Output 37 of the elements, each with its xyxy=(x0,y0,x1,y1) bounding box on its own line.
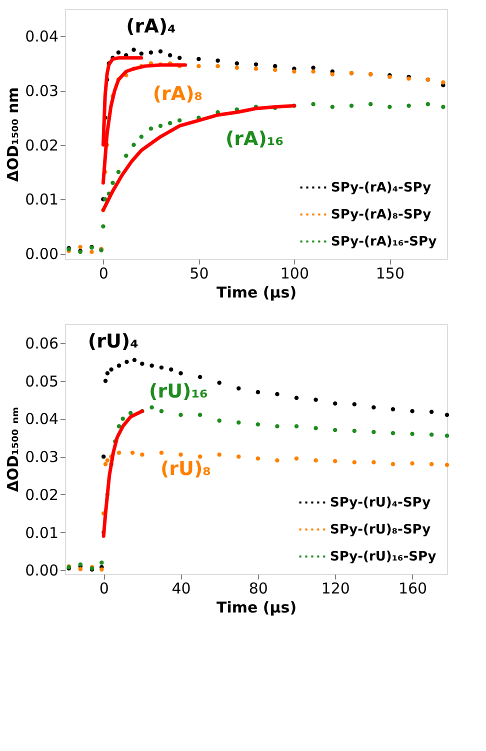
annotation: (rA)₄ xyxy=(126,16,176,38)
legend-label: SPy-(rA)₄-SPy xyxy=(331,180,432,196)
x-axis-title: Time (μs) xyxy=(216,284,297,302)
annotation: (rA)₈ xyxy=(152,83,203,105)
x-tick-label: 160 xyxy=(398,580,428,598)
y-tick-label: 0.04 xyxy=(25,28,58,46)
y-tick-label: 0.02 xyxy=(25,136,58,154)
legend-label: SPy-(rU)₁₆-SPy xyxy=(330,550,437,564)
x-tick-label: 50 xyxy=(190,264,209,282)
y-tick-label: 0.05 xyxy=(25,372,58,390)
annotation: (rU)₈ xyxy=(160,458,211,480)
y-tick-label: 0.03 xyxy=(25,448,58,466)
y-axis-title: ΔOD₁₅₀₀ nm xyxy=(4,87,22,182)
x-tick-label: 80 xyxy=(248,580,268,598)
legend-label: SPy-(rA)₁₆-SPy xyxy=(331,234,438,250)
legend-label: SPy-(rU)₄-SPy xyxy=(330,496,432,510)
annotation: (rU)₁₆ xyxy=(149,380,208,402)
y-tick-label: 0.00 xyxy=(25,562,58,580)
legend-label: SPy-(rA)₈-SPy xyxy=(331,208,432,222)
y-tick-label: 0.02 xyxy=(25,486,58,504)
x-tick-label: 150 xyxy=(376,264,405,282)
y-tick-label: 0.04 xyxy=(25,410,58,428)
x-tick-label: 100 xyxy=(280,264,310,282)
y-tick-label: 0.01 xyxy=(25,190,58,209)
x-axis-title: Time (μs) xyxy=(216,598,297,616)
x-tick-label: 0 xyxy=(98,264,108,282)
annotation: (rA)₁₆ xyxy=(225,128,284,150)
legend-label: SPy-(rU)₈-SPy xyxy=(330,522,432,538)
y-axis-title: ΔOD₁₅₀₀ ₙₘ xyxy=(4,406,22,492)
y-tick-label: 0.00 xyxy=(25,245,58,264)
x-tick-label: 40 xyxy=(172,580,191,598)
y-tick-label: 0.06 xyxy=(25,334,58,352)
x-tick-label: 120 xyxy=(321,580,350,598)
y-tick-label: 0.01 xyxy=(25,524,58,542)
y-tick-label: 0.03 xyxy=(25,82,58,100)
x-tick-label: 0 xyxy=(99,580,109,598)
annotation: (rU)₄ xyxy=(88,330,138,352)
